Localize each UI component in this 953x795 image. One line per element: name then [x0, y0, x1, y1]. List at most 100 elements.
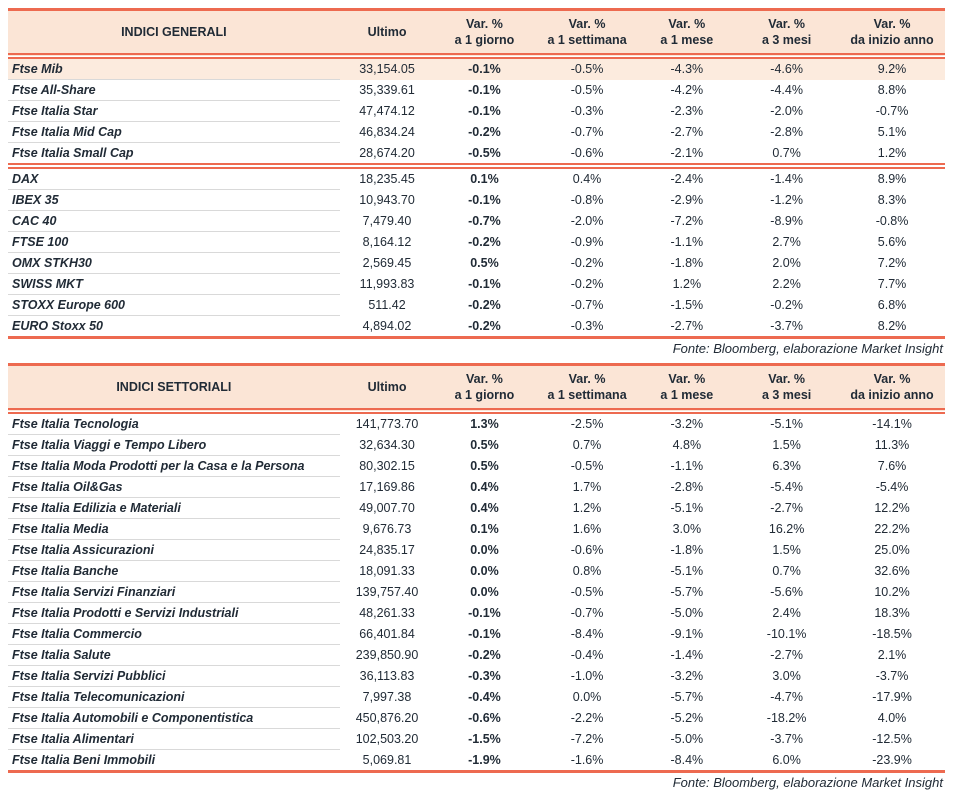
var-3-mesi-value: -1.4% [770, 172, 803, 187]
table-row: EURO Stoxx 50 4,894.02 -0.2% -0.3% -2.7% -3.7… [8, 316, 945, 338]
table-row: Ftse Italia Banche 18,091.33 0.0% 0.8% -5.1%… [8, 560, 945, 582]
var-1-mese-value: -5.0% [670, 606, 704, 620]
header-row: INDICI SETTORIALI Ultimo Var. % a 1 giorn… [8, 364, 945, 411]
var-3-mesi-value: 2.2% [772, 277, 801, 291]
general-indices-table: INDICI GENERALI Ultimo Var. % a 1 giorno … [8, 8, 945, 339]
col-header-var-1-mese: Var. % a 1 mese [639, 364, 735, 411]
index-name-cell: Ftse Italia Viaggi e Tempo Libero [8, 434, 340, 456]
var-3-mesi-value: -5.6% [770, 585, 803, 599]
var-inizio-anno-value: -17.9% [872, 690, 912, 704]
sector-indices-table: INDICI SETTORIALI Ultimo Var. % a 1 giorn… [8, 363, 945, 773]
index-name-cell: IBEX 35 [8, 189, 340, 211]
var-1-settimana-value: -0.7% [570, 606, 604, 620]
ultimo-value: 102,503.20 [355, 732, 419, 746]
source-note: Fonte: Bloomberg, elaborazione Market In… [672, 775, 943, 790]
var-inizio-anno-value: -3.7% [875, 669, 909, 683]
var-1-mese-value: -2.4% [670, 172, 704, 187]
var-inizio-anno-value: 7.2% [877, 256, 907, 270]
var-3-mesi-value: -2.0% [770, 104, 803, 118]
table-row: Ftse Italia Servizi Finanziari 139,757.40… [8, 581, 945, 603]
var-3-mesi-value: 1.5% [772, 438, 801, 452]
index-name-cell: Ftse Italia Moda Prodotti per la Casa e … [8, 455, 340, 477]
var-1-giorno-value: -0.6% [468, 711, 501, 725]
var-1-giorno-value: 1.3% [470, 417, 499, 432]
var-1-giorno-value: -0.7% [468, 214, 501, 228]
table-row: Ftse Italia Small Cap 28,674.20 -0.5% -0.6%… [8, 143, 945, 167]
var-1-giorno-value: 0.1% [470, 172, 499, 187]
var-1-mese-value: -5.1% [670, 501, 704, 515]
ultimo-value: 49,007.70 [359, 501, 415, 515]
ultimo-value: 35,339.61 [359, 83, 415, 97]
var-1-mese-value: -5.2% [670, 711, 704, 725]
var-1-giorno-value: -0.2% [468, 648, 501, 662]
var-inizio-anno-value: -14.1% [872, 417, 912, 432]
table-row: Ftse Italia Edilizia e Materiali 49,007.7… [8, 497, 945, 519]
var-3-mesi-value: -5.4% [770, 480, 803, 494]
var-1-mese-value: -1.4% [670, 648, 704, 662]
ultimo-value: 47,474.12 [359, 104, 415, 118]
ultimo-value: 239,850.90 [355, 648, 419, 662]
ultimo-value: 141,773.70 [355, 417, 419, 432]
var-1-giorno-value: -0.2% [468, 298, 501, 312]
ultimo-value: 5,069.81 [362, 752, 412, 767]
index-name-cell: Ftse Italia Telecomunicazioni [8, 686, 340, 708]
var-3-mesi-value: 1.5% [772, 543, 801, 557]
index-name-cell: Ftse All-Share [8, 79, 340, 101]
var-3-mesi-value: -2.7% [770, 501, 803, 515]
sector-indices-section: INDICI SETTORIALI Ultimo Var. % a 1 giorn… [8, 363, 945, 795]
ultimo-value: 48,261.33 [359, 606, 415, 620]
ultimo-value: 17,169.86 [359, 480, 415, 494]
var-1-mese-value: -8.4% [670, 752, 704, 767]
var-1-settimana-value: -0.7% [570, 298, 604, 312]
sector-indices-body: Ftse Italia Tecnologia 141,773.70 1.3% -2.5… [8, 411, 945, 772]
var-3-mesi-value: -8.9% [770, 214, 803, 228]
var-inizio-anno-value: -0.7% [875, 104, 909, 118]
table-row: Ftse All-Share 35,339.61 -0.1% -0.5% -4.2% -4… [8, 79, 945, 101]
ultimo-value: 80,302.15 [359, 459, 415, 473]
col-header-var-3-mesi: Var. % a 3 mesi [734, 364, 840, 411]
var-inizio-anno-value: 9.2% [839, 56, 945, 80]
var-1-settimana-value: -0.5% [570, 585, 604, 599]
var-inizio-anno-value: 7.7% [877, 277, 907, 291]
var-3-mesi-value: 6.0% [772, 752, 801, 767]
var-1-mese-value: -7.2% [670, 214, 704, 228]
table-row: SWISS MKT 11,993.83 -0.1% -0.2% 1.2% 2.2% 7.7% [8, 273, 945, 295]
index-name-cell: Ftse Italia Assicurazioni [8, 539, 340, 561]
var-3-mesi-value: -4.7% [770, 690, 803, 704]
var-3-mesi-value: -4.4% [770, 83, 803, 97]
var-1-giorno-value: -0.1% [468, 627, 501, 641]
ultimo-value: 33,154.05 [339, 56, 435, 80]
var-3-mesi-value: -2.7% [770, 648, 803, 662]
table-title: INDICI SETTORIALI [8, 364, 340, 411]
ultimo-value: 450,876.20 [355, 711, 419, 725]
var-1-mese-value: -1.1% [670, 235, 704, 249]
var-1-giorno-value: -0.3% [468, 669, 501, 683]
table-row: Ftse Italia Media 9,676.73 0.1% 1.6% 3.0% 16.… [8, 518, 945, 540]
var-3-mesi-value: -10.1% [766, 627, 807, 641]
ultimo-value: 10,943.70 [359, 193, 415, 207]
var-1-settimana-value: 1.7% [572, 480, 602, 494]
var-1-giorno-value: -0.2% [468, 235, 501, 249]
table-row: Ftse Italia Viaggi e Tempo Libero 32,634.… [8, 434, 945, 456]
source-note: Fonte: Bloomberg, elaborazione Market In… [672, 341, 943, 356]
var-1-settimana-value: -1.6% [570, 752, 604, 767]
col-header-var-inizio-anno: Var. % da inizio anno [839, 364, 945, 411]
var-1-mese-value: -3.2% [670, 669, 704, 683]
index-name-cell: STOXX Europe 600 [8, 294, 340, 316]
var-1-giorno-value: -0.1% [468, 277, 501, 291]
var-1-settimana-value: 0.8% [572, 564, 602, 578]
var-1-settimana-value: -0.9% [570, 235, 604, 249]
var-1-settimana-value: -0.5% [570, 459, 604, 473]
var-1-mese-value: -2.9% [670, 193, 704, 207]
var-1-mese-value: -1.8% [670, 256, 704, 270]
var-1-giorno-value: -1.5% [468, 732, 501, 746]
table-row: Ftse Mib 33,154.05 -0.1% -0.5% -4.3% -4.6% 9.2… [8, 56, 945, 80]
var-inizio-anno-value: 8.9% [877, 172, 907, 187]
var-3-mesi-value: -1.2% [770, 193, 803, 207]
index-name-cell: Ftse Italia Beni Immobili [12, 753, 156, 767]
var-1-settimana-value: 0.0% [572, 690, 602, 704]
report-page: INDICI GENERALI Ultimo Var. % a 1 giorno … [8, 8, 945, 795]
var-1-settimana-value: -0.2% [570, 277, 604, 291]
ultimo-value: 24,835.17 [359, 543, 415, 557]
col-header-ultimo: Ultimo [339, 364, 435, 411]
